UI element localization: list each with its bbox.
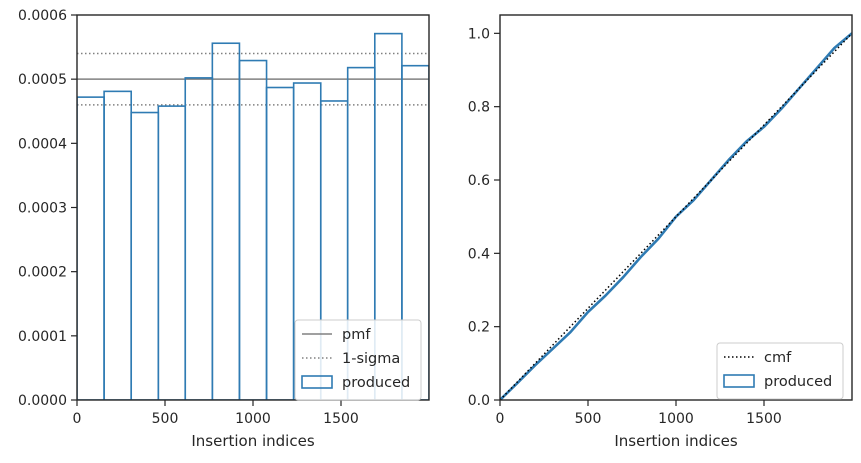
plot-frame xyxy=(76,14,430,401)
y-tick-label: 1.0 xyxy=(468,26,490,42)
x-tick-label: 1000 xyxy=(235,411,271,427)
y-tick-label: 0.8 xyxy=(468,100,490,116)
histogram-bin xyxy=(157,105,187,400)
histogram-panel: 0 500 1000 1500 0.0000 0.0001 0.0002 0.0003 0.00… xyxy=(18,8,430,450)
legend-label: 1-sigma xyxy=(342,351,400,367)
y-tick-label: 0.0 xyxy=(468,393,490,409)
legend-label: produced xyxy=(764,374,832,390)
legend-label: pmf xyxy=(342,327,371,343)
y-tick-label: 0.0002 xyxy=(18,265,67,281)
y-tick-label: 0.0004 xyxy=(18,136,67,152)
plot-frame xyxy=(499,14,853,401)
y-tick-label: 0.6 xyxy=(468,173,490,189)
legend-swatch xyxy=(723,374,755,388)
plot-area xyxy=(500,32,852,400)
x-tick-label: 500 xyxy=(575,411,602,427)
legend-swatch xyxy=(301,375,333,389)
y-tick-label: 0.0001 xyxy=(18,329,67,345)
produced-line xyxy=(500,32,852,400)
y-tick-label: 0.0006 xyxy=(18,8,67,24)
histogram-bin xyxy=(211,42,241,400)
histogram-bin xyxy=(184,77,214,400)
cdf-panel: 0 500 1000 1500 0.0 0.2 0.4 0.6 0.8 1.0 Insertion … xyxy=(468,14,853,450)
x-tick-label: 1000 xyxy=(658,411,694,427)
legend-label: cmf xyxy=(764,350,792,366)
histogram-bin xyxy=(238,59,268,400)
x-tick-label: 0 xyxy=(496,411,505,427)
legend-label: produced xyxy=(342,375,410,391)
y-tick-label: 0.2 xyxy=(468,320,490,336)
legend-box xyxy=(294,319,422,401)
x-tick-label: 1500 xyxy=(323,411,359,427)
histogram-bin xyxy=(130,111,160,400)
y-tick-label: 0.0003 xyxy=(18,201,67,217)
x-tick-label: 1500 xyxy=(746,411,782,427)
y-tick-label: 0.4 xyxy=(468,246,490,262)
y-tick-label: 0.0000 xyxy=(18,393,67,409)
x-axis-title: Insertion indices xyxy=(191,432,314,450)
x-tick-label: 0 xyxy=(73,411,82,427)
cmf-line xyxy=(500,32,852,400)
x-axis-title: Insertion indices xyxy=(614,432,737,450)
histogram-bin xyxy=(77,96,105,400)
y-tick-label: 0.0005 xyxy=(18,72,67,88)
histogram-bin xyxy=(265,86,295,400)
histogram-bin xyxy=(103,90,133,400)
x-tick-label: 500 xyxy=(152,411,179,427)
